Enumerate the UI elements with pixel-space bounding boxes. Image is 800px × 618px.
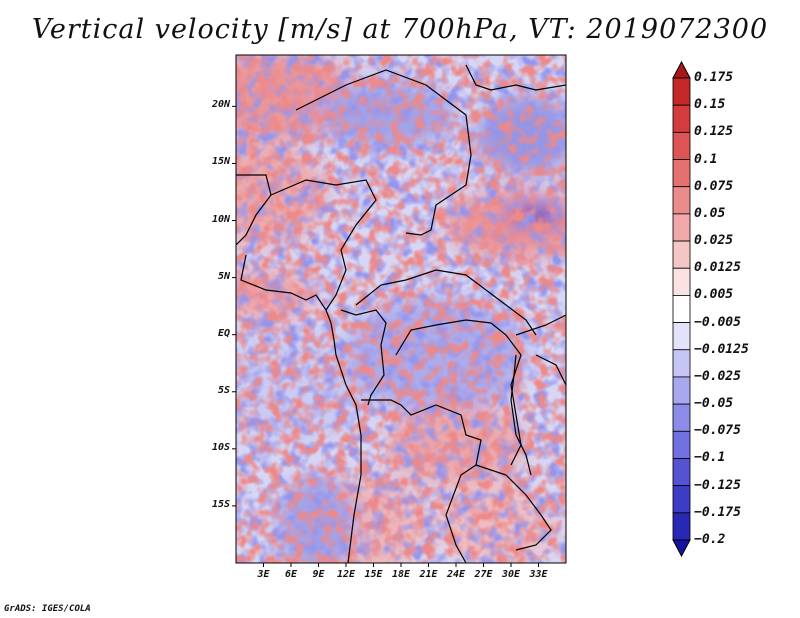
lon-label: 21E (419, 569, 438, 580)
colorbar-label: −0.175 (694, 504, 741, 520)
lon-label: 3E (257, 569, 270, 580)
colorbar-label: 0.175 (694, 70, 734, 85)
border-zambia (475, 464, 552, 551)
border-angola (361, 399, 482, 563)
lon-label: 33E (529, 569, 548, 580)
colorbar-segment (672, 322, 691, 351)
colorbar-label: 0.0125 (694, 260, 741, 276)
colorbar-label: −0.0125 (694, 341, 749, 357)
colorbar-segment (672, 349, 691, 378)
lat-label: 5S (217, 384, 230, 396)
colorbar-label: 0.025 (694, 233, 734, 249)
colorbar-label: 0.125 (694, 124, 734, 140)
colorbar-label: −0.075 (694, 423, 741, 439)
colorbar-label: −0.005 (694, 314, 741, 330)
lon-label: 12E (336, 569, 356, 580)
lat-label: 5N (217, 270, 230, 282)
lat-label: EQ (217, 327, 230, 339)
map-title: Vertical velocity [m/s] at 700hPa, VT: 2… (31, 14, 769, 45)
lon-label: 15E (364, 569, 383, 580)
colorbar-top-arrow (672, 60, 691, 79)
border-north (295, 69, 472, 236)
colorbar-segment (672, 267, 691, 296)
lat-label: 15S (211, 498, 230, 510)
colorbar-label: 0.075 (694, 178, 734, 194)
lon-label: 18E (391, 569, 411, 580)
colorbar-bottom-arrow (672, 539, 691, 558)
colorbar-segment (672, 458, 691, 487)
vertical-velocity-map (236, 55, 566, 563)
coastline-west (236, 174, 362, 563)
border-drc-east (395, 319, 522, 466)
colorbar-label: 0.1 (694, 151, 718, 167)
border-central (270, 179, 377, 311)
lat-label: 10N (211, 213, 230, 225)
country-borders (236, 64, 566, 563)
colorbar-segment (672, 213, 691, 242)
lon-label: 27E (474, 569, 493, 580)
colorbar-label: −0.125 (694, 477, 741, 493)
grads-credit: GrADS: IGES/COLA (4, 604, 91, 614)
colorbar-label: −0.025 (694, 368, 741, 384)
colorbar-segment (672, 159, 691, 188)
colorbar-label: 0.15 (694, 97, 726, 113)
colorbar-segment (672, 403, 691, 432)
colorbar-segment (672, 376, 691, 405)
border-car (355, 269, 537, 336)
colorbar-segment (672, 295, 691, 323)
great-lakes (510, 354, 532, 476)
colorbar-segment (672, 186, 691, 215)
colorbar-segment (672, 77, 691, 106)
border-east (465, 64, 566, 386)
colorbar-label: 0.05 (694, 205, 726, 221)
colorbar-segment (672, 485, 691, 514)
colorbar-label: 0.005 (694, 287, 734, 303)
lat-label: 15N (211, 156, 230, 168)
colorbar-segment (672, 430, 691, 459)
lon-label: 6E (284, 569, 298, 580)
lon-label: 30E (501, 569, 521, 580)
colorbar-segment (672, 512, 691, 541)
colorbar-label: −0.2 (694, 532, 726, 547)
lon-label: 24E (446, 569, 466, 580)
lon-label: 9E (312, 569, 325, 580)
lat-label: 10S (211, 441, 230, 453)
colorbar-segment (672, 131, 691, 160)
lat-label: 20N (211, 99, 230, 111)
border-congo (340, 309, 387, 406)
map-frame (235, 54, 567, 564)
colorbar-label: −0.05 (694, 396, 734, 412)
colorbar-segment (672, 240, 691, 269)
colorbar-segment (672, 104, 691, 133)
colorbar-label: −0.1 (694, 450, 726, 466)
